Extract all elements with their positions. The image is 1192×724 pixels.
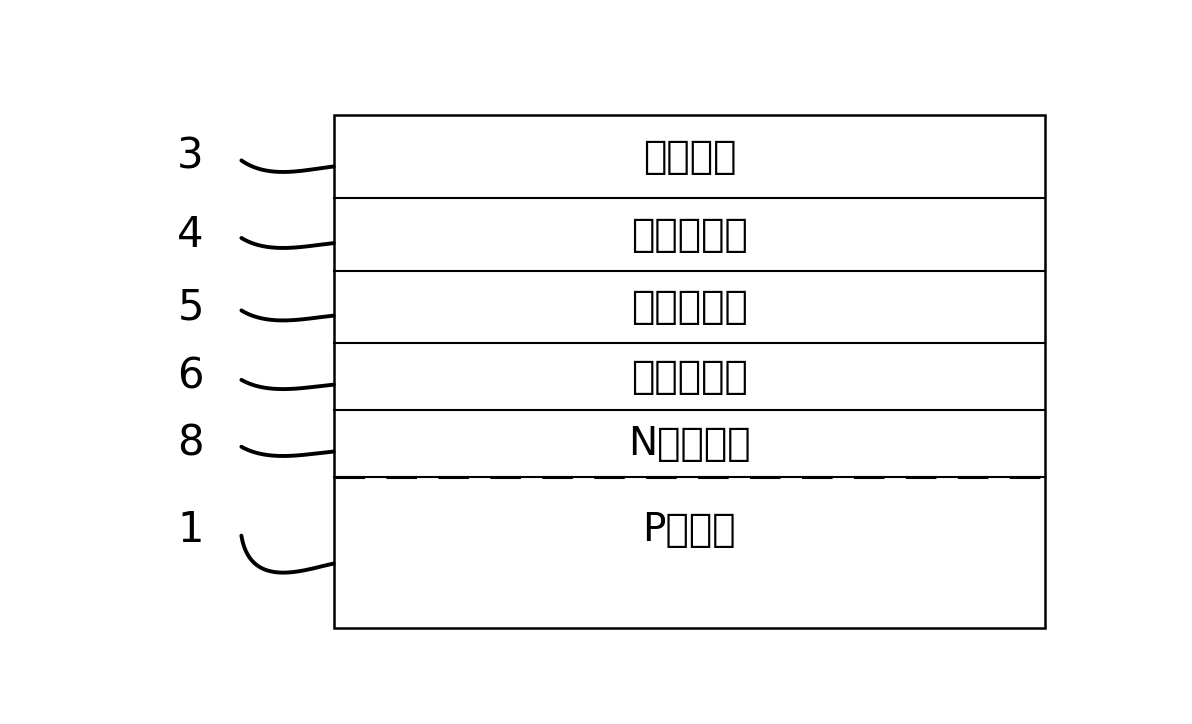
Text: 控制栅极: 控制栅极 xyxy=(642,138,737,175)
Text: 6: 6 xyxy=(178,355,204,397)
Text: 5: 5 xyxy=(178,286,204,328)
Text: 1: 1 xyxy=(178,509,204,551)
Text: 4: 4 xyxy=(178,214,204,256)
Text: 电荷耦合层: 电荷耦合层 xyxy=(631,288,747,326)
Text: N型注入层: N型注入层 xyxy=(628,425,751,463)
Text: 8: 8 xyxy=(178,423,204,465)
Text: P型衬底: P型衬底 xyxy=(642,511,737,549)
Text: 底层介质层: 底层介质层 xyxy=(631,358,747,396)
Text: 3: 3 xyxy=(178,135,204,177)
Text: 顶层介质层: 顶层介质层 xyxy=(631,216,747,253)
